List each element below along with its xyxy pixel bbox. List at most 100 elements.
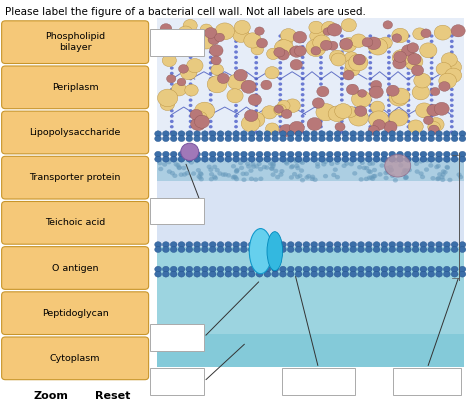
Circle shape bbox=[210, 266, 216, 272]
Circle shape bbox=[234, 66, 238, 70]
Circle shape bbox=[280, 37, 292, 48]
Circle shape bbox=[289, 175, 294, 180]
Circle shape bbox=[387, 40, 391, 43]
Circle shape bbox=[233, 156, 239, 162]
Circle shape bbox=[210, 156, 216, 162]
Circle shape bbox=[240, 266, 247, 272]
Circle shape bbox=[290, 59, 302, 70]
Circle shape bbox=[162, 162, 167, 167]
Circle shape bbox=[189, 131, 192, 134]
Circle shape bbox=[255, 120, 258, 123]
Circle shape bbox=[307, 117, 322, 131]
Circle shape bbox=[182, 172, 187, 177]
Circle shape bbox=[248, 169, 254, 173]
Circle shape bbox=[186, 266, 193, 272]
Circle shape bbox=[278, 109, 282, 112]
Circle shape bbox=[323, 174, 328, 178]
Circle shape bbox=[437, 172, 442, 177]
Circle shape bbox=[450, 82, 454, 86]
Circle shape bbox=[430, 125, 434, 129]
Circle shape bbox=[319, 125, 323, 129]
Circle shape bbox=[334, 271, 341, 277]
Circle shape bbox=[164, 157, 170, 162]
Circle shape bbox=[157, 89, 178, 107]
Circle shape bbox=[274, 105, 283, 113]
Circle shape bbox=[264, 151, 271, 157]
Circle shape bbox=[207, 76, 227, 93]
Circle shape bbox=[247, 112, 265, 127]
Circle shape bbox=[387, 125, 391, 129]
Circle shape bbox=[163, 35, 183, 53]
Circle shape bbox=[387, 34, 391, 37]
Circle shape bbox=[274, 47, 285, 57]
Circle shape bbox=[255, 88, 258, 91]
Circle shape bbox=[287, 136, 294, 142]
Circle shape bbox=[256, 131, 263, 137]
Circle shape bbox=[436, 164, 441, 168]
Circle shape bbox=[170, 131, 177, 137]
Circle shape bbox=[451, 151, 458, 157]
Circle shape bbox=[234, 72, 238, 75]
Circle shape bbox=[412, 156, 419, 162]
Circle shape bbox=[443, 156, 450, 162]
Circle shape bbox=[294, 159, 299, 164]
Circle shape bbox=[201, 266, 208, 272]
Circle shape bbox=[280, 246, 286, 253]
Circle shape bbox=[319, 82, 323, 86]
Circle shape bbox=[298, 159, 303, 164]
Text: O antigen: O antigen bbox=[52, 264, 99, 272]
Circle shape bbox=[443, 136, 450, 142]
Circle shape bbox=[274, 40, 293, 56]
Circle shape bbox=[371, 101, 384, 113]
Circle shape bbox=[340, 125, 344, 129]
Circle shape bbox=[301, 77, 304, 80]
Circle shape bbox=[255, 131, 258, 134]
Circle shape bbox=[189, 104, 192, 107]
Circle shape bbox=[231, 175, 236, 180]
Circle shape bbox=[368, 40, 372, 43]
Circle shape bbox=[350, 156, 356, 162]
Circle shape bbox=[209, 82, 213, 86]
Circle shape bbox=[238, 161, 243, 165]
Circle shape bbox=[368, 125, 372, 129]
Circle shape bbox=[407, 40, 410, 43]
Circle shape bbox=[256, 271, 263, 277]
Circle shape bbox=[215, 23, 235, 40]
Circle shape bbox=[334, 246, 341, 253]
Circle shape bbox=[311, 242, 318, 248]
Circle shape bbox=[255, 40, 258, 43]
Circle shape bbox=[261, 80, 272, 90]
Circle shape bbox=[340, 72, 344, 75]
Circle shape bbox=[209, 98, 213, 102]
Circle shape bbox=[327, 246, 333, 253]
Text: Lipopolysaccharide: Lipopolysaccharide bbox=[29, 128, 121, 137]
Circle shape bbox=[295, 246, 302, 253]
Circle shape bbox=[265, 123, 279, 135]
Circle shape bbox=[434, 165, 439, 169]
Circle shape bbox=[167, 169, 172, 174]
Circle shape bbox=[186, 131, 193, 137]
Circle shape bbox=[451, 271, 458, 277]
Circle shape bbox=[412, 246, 419, 253]
Circle shape bbox=[328, 41, 338, 50]
Circle shape bbox=[381, 156, 388, 162]
Circle shape bbox=[191, 171, 196, 176]
Circle shape bbox=[209, 50, 213, 54]
Circle shape bbox=[368, 104, 372, 107]
Circle shape bbox=[423, 116, 433, 124]
Circle shape bbox=[170, 115, 173, 118]
Circle shape bbox=[209, 125, 213, 129]
Circle shape bbox=[170, 72, 173, 75]
Circle shape bbox=[401, 44, 415, 56]
Circle shape bbox=[209, 61, 213, 64]
Circle shape bbox=[341, 19, 356, 32]
Circle shape bbox=[255, 109, 258, 112]
Circle shape bbox=[365, 151, 372, 157]
Circle shape bbox=[389, 151, 396, 157]
Circle shape bbox=[282, 110, 292, 119]
Circle shape bbox=[371, 80, 382, 90]
Circle shape bbox=[319, 88, 323, 91]
Bar bbox=[156, 157, 464, 247]
Circle shape bbox=[420, 156, 427, 162]
Circle shape bbox=[319, 115, 323, 118]
